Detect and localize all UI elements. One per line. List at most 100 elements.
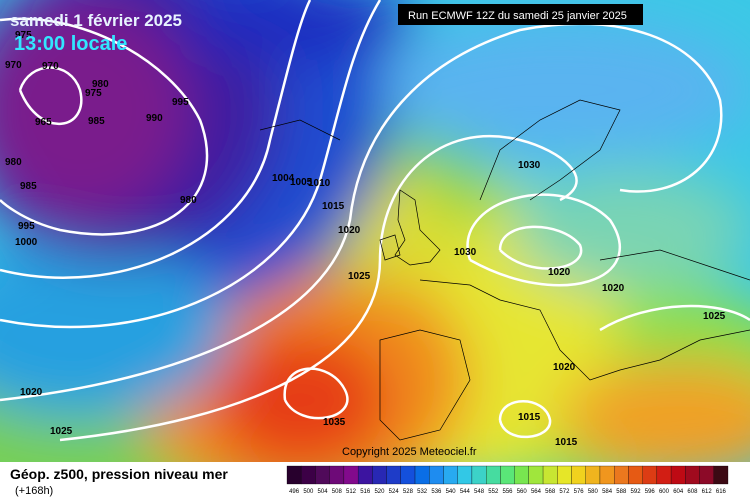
scale-label: 564 bbox=[531, 489, 542, 495]
isobar-label: 1035 bbox=[323, 417, 346, 428]
scale-label: 600 bbox=[659, 489, 670, 495]
isobar-label: 970 bbox=[5, 60, 22, 71]
isobar-label: 965 bbox=[35, 117, 52, 128]
scale-swatch bbox=[429, 465, 444, 485]
isobar-label: 1015 bbox=[518, 412, 541, 423]
scale-label: 592 bbox=[631, 489, 642, 495]
copyright: Copyright 2025 Meteociel.fr bbox=[342, 446, 477, 458]
scale-label: 532 bbox=[417, 489, 428, 495]
scale-swatch bbox=[628, 465, 643, 485]
scale-swatch bbox=[486, 465, 501, 485]
isobar-label: 1004 bbox=[272, 173, 295, 184]
isobar-label: 1020 bbox=[548, 267, 571, 278]
isobar-label: 1020 bbox=[20, 387, 43, 398]
lead-time: (+168h) bbox=[15, 485, 53, 497]
scale-label: 500 bbox=[303, 489, 314, 495]
isobar-label: 975 bbox=[85, 88, 102, 99]
scale-label: 560 bbox=[517, 489, 528, 495]
scale-label: 548 bbox=[474, 489, 485, 495]
scale-swatch bbox=[685, 465, 700, 485]
scale-swatch bbox=[286, 465, 302, 485]
scale-swatch bbox=[599, 465, 615, 485]
isobar-label: 1010 bbox=[308, 178, 331, 189]
scale-label: 612 bbox=[702, 489, 713, 495]
scale-swatch bbox=[571, 465, 586, 485]
scale-swatch bbox=[343, 465, 359, 485]
scale-label: 616 bbox=[716, 489, 727, 495]
isobar-label: 1015 bbox=[322, 201, 345, 212]
scale-swatch bbox=[315, 465, 330, 485]
map-title: samedi 1 février 2025 bbox=[10, 11, 182, 30]
scale-label: 512 bbox=[346, 489, 357, 495]
scale-label: 552 bbox=[488, 489, 499, 495]
scale-swatch bbox=[400, 465, 416, 485]
isobar-label: 980 bbox=[5, 157, 22, 168]
isobar-label: 970 bbox=[42, 61, 59, 72]
isobar-label: 1025 bbox=[50, 426, 73, 437]
isobar-label: 990 bbox=[146, 113, 163, 124]
isobar-label: 1025 bbox=[703, 311, 726, 322]
scale-label: 588 bbox=[616, 489, 627, 495]
scale-label: 576 bbox=[574, 489, 585, 495]
scale-swatch bbox=[457, 465, 473, 485]
scale-swatch bbox=[713, 465, 729, 485]
isobar-label: 980 bbox=[92, 79, 109, 90]
scale-swatch bbox=[585, 465, 601, 485]
scale-swatch bbox=[670, 465, 686, 485]
isobar-label: 1020 bbox=[553, 362, 576, 373]
isobar-label: 1000 bbox=[15, 237, 38, 248]
scale-swatch bbox=[557, 465, 572, 485]
isobar-label: 975 bbox=[15, 30, 32, 41]
isobar-label: 1025 bbox=[348, 271, 371, 282]
scale-label: 572 bbox=[559, 489, 570, 495]
scale-swatch bbox=[372, 465, 387, 485]
scale-swatch bbox=[656, 465, 672, 485]
scale-label: 528 bbox=[403, 489, 414, 495]
isobar-label: 1005 bbox=[290, 177, 313, 188]
scale-swatch bbox=[614, 465, 629, 485]
isobar-label: 1020 bbox=[338, 225, 361, 236]
isobar-label: 1020 bbox=[602, 283, 625, 294]
scale-swatch bbox=[699, 465, 714, 485]
scale-label: 556 bbox=[502, 489, 513, 495]
isobar-label: 1015 bbox=[555, 437, 578, 448]
scale-label: 544 bbox=[460, 489, 471, 495]
scale-swatch bbox=[500, 465, 515, 485]
scale-swatch bbox=[357, 465, 373, 485]
scale-label: 516 bbox=[360, 489, 371, 495]
scale-label: 584 bbox=[602, 489, 613, 495]
isobar-label: 985 bbox=[20, 181, 37, 192]
scale-label: 540 bbox=[446, 489, 457, 495]
scale-label: 504 bbox=[318, 489, 329, 495]
isobar-label: 985 bbox=[88, 116, 105, 127]
isobar-label: 995 bbox=[172, 97, 189, 108]
isobar-label: 980 bbox=[180, 195, 197, 206]
color-scale: 496 500 504 508 512 516 520 524 528 532 536 540 544 5… bbox=[286, 465, 729, 495]
isobar-label: 1030 bbox=[454, 247, 477, 258]
scale-swatch bbox=[386, 465, 401, 485]
scale-swatch bbox=[301, 465, 316, 485]
scale-label: 608 bbox=[687, 489, 698, 495]
scale-label: 604 bbox=[673, 489, 684, 495]
scale-label: 536 bbox=[431, 489, 442, 495]
scale-label: 524 bbox=[389, 489, 400, 495]
legend-title: Géop. z500, pression niveau mer bbox=[10, 466, 228, 482]
scale-swatch bbox=[414, 465, 430, 485]
scale-label: 520 bbox=[374, 489, 385, 495]
scale-label: 496 bbox=[289, 489, 300, 495]
scale-swatch bbox=[528, 465, 544, 485]
scale-swatch bbox=[642, 465, 658, 485]
scale-label: 568 bbox=[545, 489, 556, 495]
scale-swatch bbox=[542, 465, 558, 485]
scale-swatch bbox=[443, 465, 458, 485]
scale-label: 508 bbox=[332, 489, 343, 495]
isobar-label: 1030 bbox=[518, 160, 541, 171]
run-box bbox=[398, 4, 643, 25]
map-subtitle: 13:00 locale bbox=[14, 33, 127, 55]
run-info: Run ECMWF 12Z du samedi 25 janvier 2025 bbox=[408, 10, 627, 22]
isobar-label: 995 bbox=[18, 221, 35, 232]
scale-swatch bbox=[471, 465, 487, 485]
